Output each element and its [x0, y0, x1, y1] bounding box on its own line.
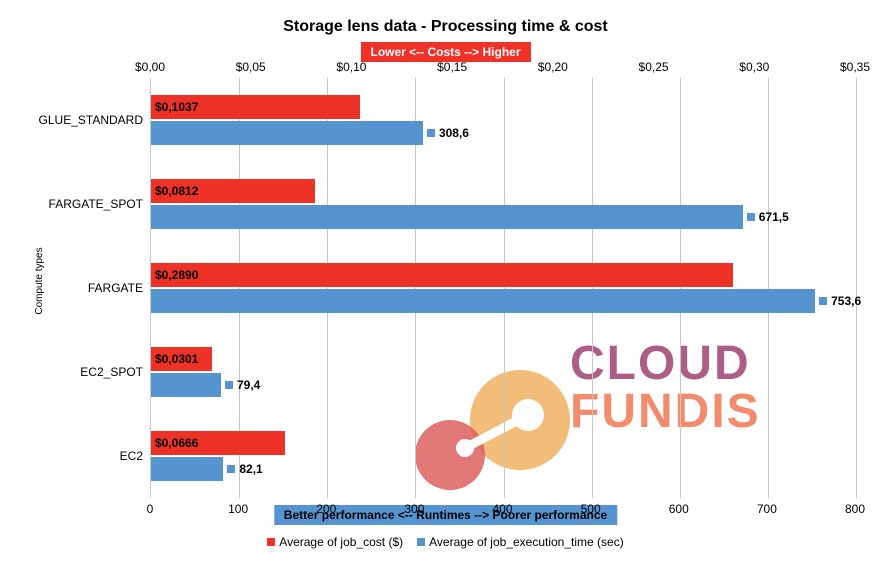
- bar-time: [151, 205, 743, 229]
- x-tick-bottom: 600: [669, 502, 689, 516]
- bar-time-value: 671,5: [759, 210, 789, 224]
- category-row: $0,1037 308,6: [151, 78, 856, 162]
- bar-time-marker-icon: [819, 297, 827, 305]
- category-row: $0,0666 82,1: [151, 414, 856, 498]
- bar-time: [151, 457, 223, 481]
- bar-cost-label: $0,0812: [155, 179, 198, 203]
- plot-area: $0,1037308,6$0,0812671,5$0,2890753,6$0,0…: [150, 78, 857, 498]
- bar-time-label: 753,6: [819, 289, 861, 313]
- legend-label-cost: Average of job_cost ($): [279, 535, 403, 549]
- bar-cost-label: $0,1037: [155, 95, 198, 119]
- category-row: $0,2890753,6: [151, 246, 856, 330]
- x-tick-bottom: 200: [316, 502, 336, 516]
- top-axis-caption: Lower <-- Costs --> Higher: [360, 42, 530, 62]
- bar-time-value: 753,6: [831, 294, 861, 308]
- bar-time: [151, 289, 815, 313]
- x-tick-top: $0,10: [336, 60, 366, 74]
- x-tick-bottom: 100: [228, 502, 248, 516]
- bar-time-label: 671,5: [747, 205, 789, 229]
- bar-time-marker-icon: [227, 465, 235, 473]
- x-tick-bottom: 0: [147, 502, 154, 516]
- x-tick-top: $0,15: [437, 60, 467, 74]
- category-row: $0,0301 79,4: [151, 330, 856, 414]
- chart-title: Storage lens data - Processing time & co…: [0, 18, 891, 36]
- chart-container: Storage lens data - Processing time & co…: [0, 0, 891, 561]
- y-tick-label: FARGATE_SPOT: [3, 197, 143, 211]
- bar-time-value: 82,1: [239, 462, 262, 476]
- category-row: $0,0812 671,5: [151, 162, 856, 246]
- legend-item-time: Average of job_execution_time (sec): [417, 535, 624, 549]
- x-tick-bottom: 400: [492, 502, 512, 516]
- bar-time-label: 308,6: [427, 121, 469, 145]
- bar-time-value: 308,6: [439, 126, 469, 140]
- x-tick-top: $0,35: [840, 60, 870, 74]
- bar-time-marker-icon: [747, 213, 755, 221]
- bar-time-value: 79,4: [237, 378, 260, 392]
- x-tick-top: $0,30: [739, 60, 769, 74]
- legend-swatch-cost: [267, 538, 275, 546]
- x-tick-top: $0,20: [538, 60, 568, 74]
- bar-time-label: 82,1: [227, 457, 262, 481]
- legend-label-time: Average of job_execution_time (sec): [429, 535, 624, 549]
- bar-cost: [151, 263, 733, 287]
- y-tick-label: FARGATE: [3, 281, 143, 295]
- x-tick-top: $0,25: [639, 60, 669, 74]
- x-tick-bottom: 300: [404, 502, 424, 516]
- legend-item-cost: Average of job_cost ($): [267, 535, 403, 549]
- bar-cost-label: $0,0301: [155, 347, 198, 371]
- x-tick-top: $0,05: [236, 60, 266, 74]
- x-tick-bottom: 800: [845, 502, 865, 516]
- bar-time-marker-icon: [427, 129, 435, 137]
- y-tick-label: GLUE_STANDARD: [3, 113, 143, 127]
- y-tick-label: EC2_SPOT: [3, 365, 143, 379]
- legend-swatch-time: [417, 538, 425, 546]
- bar-time-label: 79,4: [225, 373, 260, 397]
- x-tick-top: $0,00: [135, 60, 165, 74]
- bar-time: [151, 121, 423, 145]
- bar-cost-label: $0,2890: [155, 263, 198, 287]
- bar-time-marker-icon: [225, 381, 233, 389]
- bar-time: [151, 373, 221, 397]
- bar-cost-label: $0,0666: [155, 431, 198, 455]
- x-tick-bottom: 500: [581, 502, 601, 516]
- y-tick-label: EC2: [3, 449, 143, 463]
- legend: Average of job_cost ($) Average of job_e…: [0, 535, 891, 549]
- x-tick-bottom: 700: [757, 502, 777, 516]
